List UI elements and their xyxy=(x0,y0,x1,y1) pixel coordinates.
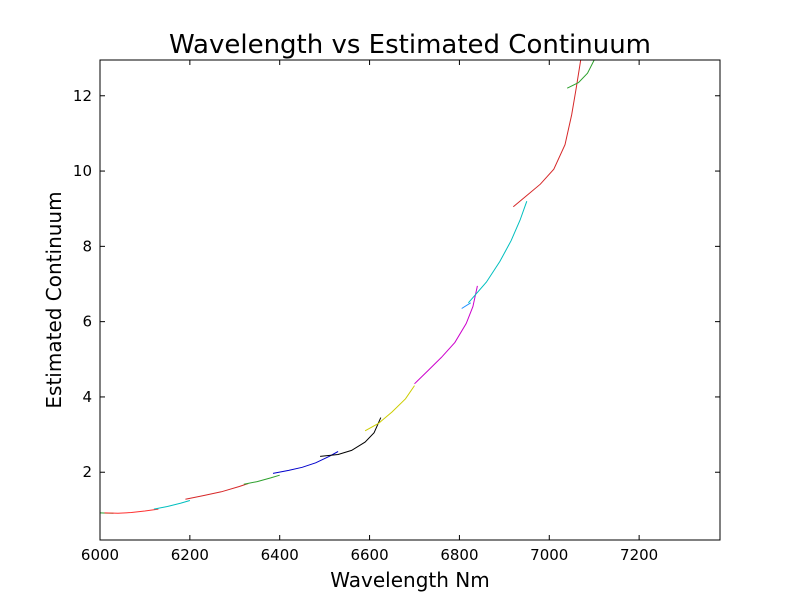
x-axis-label: Wavelength Nm xyxy=(330,568,489,592)
y-tick-label: 6 xyxy=(82,313,92,331)
x-tick-label: 6400 xyxy=(261,546,299,564)
series-line-8 xyxy=(364,385,415,432)
series-line-3 xyxy=(153,500,191,510)
y-axis-label: Estimated Continuum xyxy=(42,191,66,408)
plot-frame xyxy=(99,59,721,541)
series-line-5 xyxy=(243,474,280,485)
x-tick-label: 6800 xyxy=(440,546,478,564)
series-line-10 xyxy=(461,302,471,309)
series-line-6 xyxy=(272,451,339,474)
y-tick-label: 2 xyxy=(82,463,92,481)
series-layer xyxy=(100,60,595,514)
series-line-2 xyxy=(104,508,159,514)
series-line-12 xyxy=(512,60,582,208)
series-line-11 xyxy=(468,201,528,304)
series-line-13 xyxy=(566,60,595,89)
chart-title: Wavelength vs Estimated Continuum xyxy=(169,30,651,60)
x-tick-label: 7000 xyxy=(530,546,568,564)
y-tick-label: 12 xyxy=(73,87,92,105)
axes-layer: 6000 6200 6400 6600 6800 7000 7200 2 4 6 8 10 12 xyxy=(73,59,721,564)
series-line-4 xyxy=(185,483,249,500)
y-tick-label: 4 xyxy=(82,388,92,406)
x-tick-label: 6600 xyxy=(350,546,388,564)
y-tick-label: 8 xyxy=(82,237,92,255)
y-tick-label: 10 xyxy=(73,162,92,180)
x-tick-label: 6000 xyxy=(81,546,119,564)
x-tick-label: 6200 xyxy=(171,546,209,564)
x-tick-label: 7200 xyxy=(620,546,658,564)
series-line-7 xyxy=(320,417,382,457)
series-line-9 xyxy=(414,285,478,385)
